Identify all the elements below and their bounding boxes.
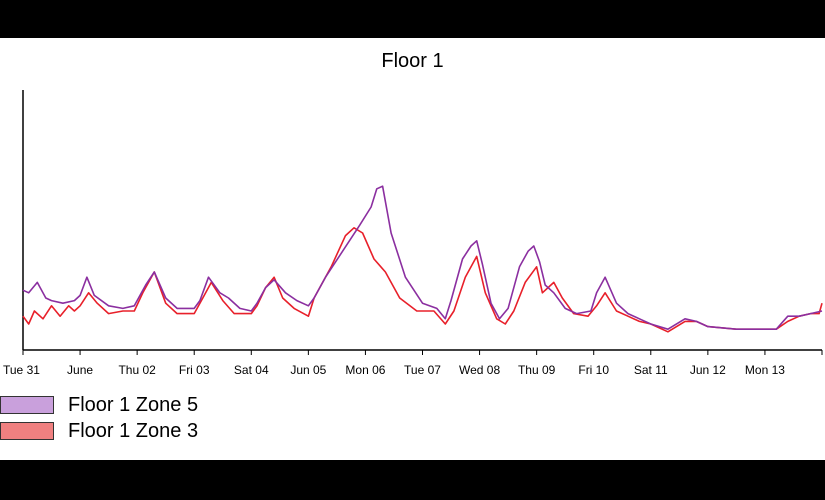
legend-label-zone-3: Floor 1 Zone 3: [68, 419, 199, 442]
x-tick-label: Tue 07: [404, 363, 441, 377]
x-tick-label: Jun 05: [290, 363, 326, 377]
x-tick-label: Mon 06: [345, 363, 385, 377]
legend-swatch-zone-5: [0, 396, 54, 414]
x-tick-label: Fri 03: [179, 363, 210, 377]
x-ticks: Tue 31 June Thu 02 Fri 03 Sat 04 Jun 05 Mon 06…: [3, 350, 823, 377]
x-tick-label: Mon 13: [745, 363, 785, 377]
x-tick-label: Thu 09: [518, 363, 556, 377]
x-tick-label: Thu 02: [118, 363, 156, 377]
x-tick-label: Wed 08: [459, 363, 500, 377]
legend-label-zone-5: Floor 1 Zone 5: [68, 393, 199, 416]
x-tick-label: Jun 12: [690, 363, 726, 377]
x-tick-label: Tue 31: [3, 363, 40, 377]
legend-item[interactable]: Floor 1 Zone 5: [0, 392, 198, 418]
chart-canvas: Floor 1 Tue 31 June Thu 02 Fri 03 Sat 04 Jun …: [0, 38, 825, 460]
x-tick-label: Sat 11: [634, 363, 668, 377]
legend-swatch-zone-3: [0, 422, 54, 440]
legend: Floor 1 Zone 5 Floor 1 Zone 3: [0, 392, 198, 444]
x-tick-label: Fri 10: [578, 363, 609, 377]
chart-title: Floor 1: [381, 50, 444, 72]
x-tick-label: Sat 04: [234, 363, 269, 377]
series-line-zone-5: [22, 185, 823, 331]
legend-item[interactable]: Floor 1 Zone 3: [0, 418, 198, 444]
plot-area: Tue 31 June Thu 02 Fri 03 Sat 04 Jun 05 Mon 06…: [3, 90, 823, 377]
series-layer: [22, 185, 823, 333]
series-line-zone-3: [22, 227, 823, 333]
x-tick-label: June: [67, 363, 93, 377]
